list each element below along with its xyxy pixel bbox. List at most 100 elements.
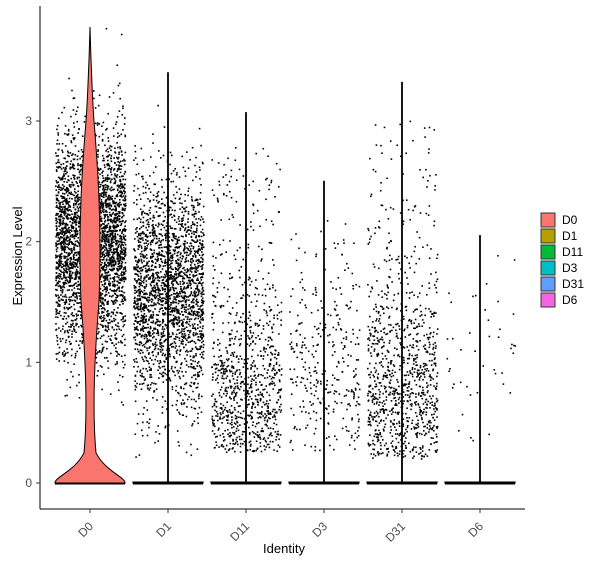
data-point-D1 xyxy=(158,264,161,266)
data-point-D1 xyxy=(187,313,190,315)
data-point-D1 xyxy=(164,234,166,236)
data-point-D1 xyxy=(197,412,199,415)
data-point-D1 xyxy=(178,274,180,276)
data-point-D1 xyxy=(197,308,200,310)
data-point-D0 xyxy=(104,329,107,332)
data-point-D0 xyxy=(112,127,115,129)
data-point-D1 xyxy=(163,340,165,343)
data-point-D1 xyxy=(178,223,180,225)
data-point-D0 xyxy=(64,354,66,356)
data-point-D1 xyxy=(137,289,140,292)
data-point-D1 xyxy=(166,408,168,410)
data-point-D1 xyxy=(182,283,184,285)
data-point-D0 xyxy=(59,330,62,332)
data-point-D0 xyxy=(120,267,122,269)
data-point-D1 xyxy=(168,209,171,211)
data-point-D0 xyxy=(62,227,64,229)
data-point-D0 xyxy=(120,341,122,344)
data-point-D1 xyxy=(134,249,136,252)
data-point-D0 xyxy=(59,178,62,181)
data-point-D0 xyxy=(60,245,62,247)
data-point-D0 xyxy=(111,269,113,272)
data-point-D1 xyxy=(192,306,194,309)
data-point-D1 xyxy=(151,229,154,231)
data-point-D1 xyxy=(169,344,172,346)
data-point-D0 xyxy=(106,180,109,182)
data-point-D0 xyxy=(75,216,78,219)
data-point-D0 xyxy=(121,192,123,195)
data-point-D1 xyxy=(170,304,172,306)
data-point-D0 xyxy=(106,330,109,333)
data-point-D0 xyxy=(100,183,102,186)
data-point-D0 xyxy=(70,184,72,186)
data-point-D1 xyxy=(190,406,193,409)
data-point-D0 xyxy=(101,192,103,194)
data-point-D1 xyxy=(153,252,155,254)
data-point-D1 xyxy=(198,330,201,332)
data-point-D0 xyxy=(67,128,70,131)
data-point-D1 xyxy=(138,194,141,196)
data-point-D0 xyxy=(110,258,112,260)
data-point-D1 xyxy=(173,317,176,319)
data-point-D0 xyxy=(75,219,77,221)
data-point-D0 xyxy=(72,265,75,268)
data-point-D0 xyxy=(107,262,109,264)
data-point-D1 xyxy=(178,339,181,342)
data-point-D1 xyxy=(136,334,138,337)
data-point-D0 xyxy=(101,138,104,141)
data-point-D0 xyxy=(108,268,111,271)
data-point-D0 xyxy=(101,235,103,238)
data-point-D0 xyxy=(78,397,81,399)
data-point-D0 xyxy=(60,294,62,296)
data-point-D1 xyxy=(190,359,192,361)
data-point-D0 xyxy=(59,166,62,169)
data-point-D0 xyxy=(66,243,68,245)
data-point-D1 xyxy=(159,349,162,351)
data-point-D1 xyxy=(147,323,149,326)
data-point-D0 xyxy=(110,320,113,323)
data-point-D0 xyxy=(76,245,79,247)
data-point-D1 xyxy=(193,253,196,255)
data-point-D0 xyxy=(97,370,99,372)
data-point-D1 xyxy=(143,303,146,305)
data-point-D1 xyxy=(133,306,135,309)
data-point-D1 xyxy=(160,351,162,353)
data-point-D0 xyxy=(58,260,60,263)
data-point-D0 xyxy=(65,161,68,163)
data-point-D0 xyxy=(67,151,70,154)
data-point-D0 xyxy=(59,256,61,259)
data-point-D1 xyxy=(171,404,174,407)
data-point-D1 xyxy=(139,234,142,237)
data-point-D1 xyxy=(173,252,176,255)
data-point-D0 xyxy=(67,255,69,257)
data-point-D0 xyxy=(79,173,82,176)
data-point-D0 xyxy=(71,213,73,215)
data-point-D1 xyxy=(180,342,183,345)
data-point-D1 xyxy=(169,206,172,209)
data-point-D0 xyxy=(106,315,109,317)
data-point-D1 xyxy=(145,320,147,322)
data-point-D0 xyxy=(81,135,84,137)
data-point-D1 xyxy=(134,285,137,288)
data-point-D1 xyxy=(158,223,160,226)
data-point-D0 xyxy=(72,243,75,245)
data-point-D1 xyxy=(170,335,172,338)
data-point-D1 xyxy=(174,219,176,221)
data-point-D1 xyxy=(175,185,177,188)
data-point-D0 xyxy=(64,303,66,305)
data-point-D1 xyxy=(143,293,145,296)
data-point-D0 xyxy=(109,181,112,184)
data-point-D0 xyxy=(64,245,67,248)
data-point-D0 xyxy=(120,329,122,332)
data-point-D0 xyxy=(62,285,65,288)
data-point-D1 xyxy=(165,338,167,341)
data-point-D0 xyxy=(119,250,122,252)
data-point-D0 xyxy=(121,196,123,198)
data-point-D1 xyxy=(187,333,190,336)
data-point-D0 xyxy=(78,196,81,199)
data-point-D1 xyxy=(194,270,196,273)
data-point-D0 xyxy=(120,133,123,136)
data-point-D0 xyxy=(60,163,62,166)
data-point-D1 xyxy=(149,231,152,234)
data-point-D1 xyxy=(199,333,201,335)
